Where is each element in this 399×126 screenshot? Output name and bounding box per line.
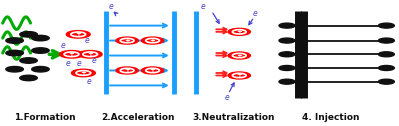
Circle shape <box>142 67 164 74</box>
Text: e: e <box>201 2 206 11</box>
Circle shape <box>66 31 90 38</box>
Circle shape <box>6 38 24 43</box>
Circle shape <box>279 38 295 43</box>
Text: e: e <box>225 93 230 102</box>
Circle shape <box>32 35 49 41</box>
Circle shape <box>279 66 295 70</box>
Circle shape <box>78 51 102 58</box>
Text: 1.Formation: 1.Formation <box>14 113 75 122</box>
Circle shape <box>20 75 37 81</box>
Circle shape <box>378 79 394 84</box>
Text: e: e <box>109 2 114 11</box>
Circle shape <box>279 79 295 84</box>
Text: +: + <box>124 38 130 44</box>
Text: e: e <box>61 41 66 50</box>
Circle shape <box>59 51 83 58</box>
Text: +: + <box>236 29 242 35</box>
Circle shape <box>32 67 49 72</box>
Circle shape <box>116 67 138 74</box>
Text: +: + <box>124 68 130 73</box>
Text: +: + <box>69 51 74 57</box>
Text: e: e <box>253 9 257 18</box>
Text: +: + <box>81 70 86 76</box>
Circle shape <box>32 48 49 53</box>
Text: e: e <box>77 58 82 68</box>
Circle shape <box>71 69 95 77</box>
Circle shape <box>279 52 295 57</box>
Text: e: e <box>85 36 90 45</box>
Circle shape <box>378 52 394 57</box>
Circle shape <box>378 66 394 70</box>
Circle shape <box>142 37 164 44</box>
Circle shape <box>228 72 251 79</box>
Circle shape <box>228 52 251 59</box>
Circle shape <box>20 58 37 63</box>
Text: e: e <box>66 58 71 68</box>
Circle shape <box>6 50 24 56</box>
Text: +: + <box>150 38 156 44</box>
Text: +: + <box>236 53 242 58</box>
Circle shape <box>116 37 138 44</box>
Circle shape <box>279 23 295 28</box>
Text: +: + <box>236 72 242 78</box>
Text: +: + <box>87 51 93 57</box>
Text: +: + <box>75 31 81 37</box>
Circle shape <box>6 67 24 72</box>
Text: e: e <box>87 77 91 86</box>
Text: +: + <box>150 68 156 73</box>
Text: 4. Injection: 4. Injection <box>302 113 359 122</box>
Circle shape <box>378 38 394 43</box>
Text: 2.Acceleration: 2.Acceleration <box>101 113 175 122</box>
Circle shape <box>378 23 394 28</box>
Circle shape <box>228 28 251 35</box>
Text: e: e <box>92 56 97 65</box>
Text: 3.Neutralization: 3.Neutralization <box>192 113 275 122</box>
Circle shape <box>20 32 37 37</box>
